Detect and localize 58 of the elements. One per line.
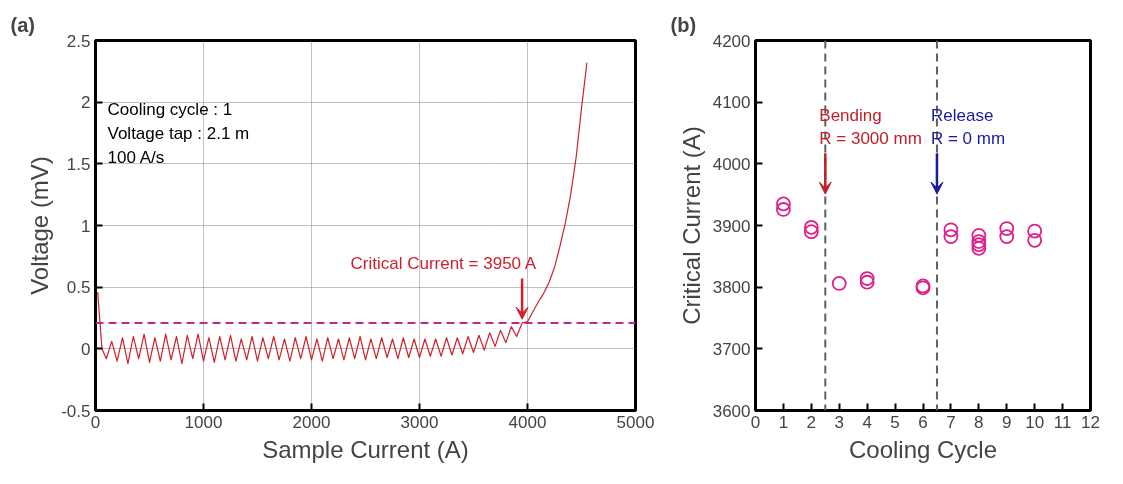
x-tick-label: 3 <box>834 412 844 432</box>
y-tick-label: 2 <box>81 93 91 113</box>
point <box>859 271 875 286</box>
x-axis-title: Sample Current (A) <box>262 435 469 463</box>
y-tick-label: 0.5 <box>66 278 91 298</box>
y-tick-label: 3700 <box>712 339 751 359</box>
annotation: Bending R = 3000 mm <box>819 106 922 148</box>
point <box>943 229 959 244</box>
point <box>943 222 959 238</box>
x-tick-label: 10 <box>1025 412 1045 432</box>
y-axis-title: Critical Current (A) <box>677 126 705 325</box>
point <box>859 274 875 290</box>
x-tick-label: 2 <box>806 412 817 432</box>
annotation: Critical Current = 3950 A <box>350 253 537 273</box>
point <box>803 219 819 235</box>
chart-title: (b) <box>670 13 697 36</box>
annotation: Release R = 0 mm <box>930 106 1006 148</box>
y-tick-label: 3600 <box>712 401 751 421</box>
y-tick-label: 2.5 <box>66 31 91 51</box>
line-series <box>97 62 588 365</box>
x-tick-label: 8 <box>974 412 984 432</box>
x-tick-label: 11 <box>1053 412 1072 432</box>
y-tick-label: 1.5 <box>66 154 91 174</box>
x-tick-label: 1000 <box>184 412 223 432</box>
point <box>831 276 847 291</box>
y-tick-label: 3900 <box>712 216 751 236</box>
x-tick-label: 5 <box>890 412 900 432</box>
annotation: Voltage tap : 2.1 m <box>107 123 250 143</box>
y-tick-label: 0 <box>81 339 91 359</box>
point <box>999 221 1015 236</box>
point <box>776 196 791 212</box>
point <box>1027 232 1043 248</box>
x-tick-label: 12 <box>1081 412 1100 432</box>
y-tick-label: 4100 <box>712 93 751 113</box>
x-tick-label: 9 <box>1002 412 1012 432</box>
y-tick-label: 4200 <box>712 31 751 51</box>
y-tick-label: -0.5 <box>61 401 91 421</box>
x-tick-label: 5000 <box>616 412 655 432</box>
chart-title: (a) <box>10 13 35 36</box>
x-axis-title: Cooling Cycle <box>848 435 998 463</box>
point <box>971 227 987 243</box>
annotation: Cooling cycle : 1 <box>107 99 233 119</box>
y-tick-label: 4000 <box>712 154 751 174</box>
x-tick-label: 3000 <box>400 412 439 432</box>
point <box>1027 223 1043 239</box>
x-tick-label: 7 <box>946 412 956 432</box>
x-tick-label: 2000 <box>292 412 331 432</box>
point <box>803 224 819 240</box>
point <box>999 229 1015 244</box>
y-axis-title: Voltage (mV) <box>26 156 54 295</box>
x-tick-label: 4 <box>862 412 872 432</box>
y-tick-label: 1 <box>81 216 91 236</box>
point <box>776 202 791 217</box>
x-tick-label: 6 <box>918 412 928 432</box>
x-tick-label: 1 <box>778 412 789 432</box>
y-tick-label: 3800 <box>712 278 751 298</box>
x-tick-label: 4000 <box>508 412 547 432</box>
annotation: 100 A/s <box>107 147 165 167</box>
